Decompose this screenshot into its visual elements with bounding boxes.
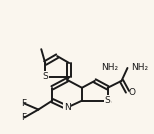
Text: N: N <box>64 103 71 112</box>
Text: O: O <box>129 88 136 97</box>
Text: F: F <box>21 113 26 122</box>
Text: S: S <box>42 72 48 81</box>
Text: N: N <box>64 104 71 113</box>
Text: S: S <box>41 72 47 81</box>
Text: S: S <box>106 97 111 106</box>
Text: F: F <box>21 99 26 108</box>
Text: NH₂: NH₂ <box>101 64 118 72</box>
Text: S: S <box>105 96 111 105</box>
Text: NH₂: NH₂ <box>131 64 149 72</box>
